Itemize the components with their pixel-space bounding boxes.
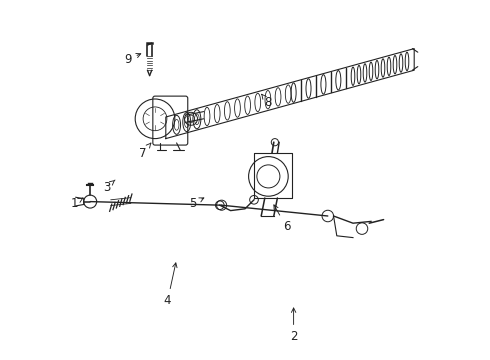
Text: 8: 8	[262, 94, 272, 109]
Text: 7: 7	[139, 143, 151, 159]
Text: 1: 1	[70, 197, 83, 210]
Text: 5: 5	[189, 197, 204, 210]
Text: 4: 4	[164, 263, 177, 307]
Text: 9: 9	[124, 53, 141, 66]
Text: 6: 6	[274, 205, 290, 233]
Text: 3: 3	[103, 180, 115, 194]
Text: 2: 2	[290, 308, 297, 343]
